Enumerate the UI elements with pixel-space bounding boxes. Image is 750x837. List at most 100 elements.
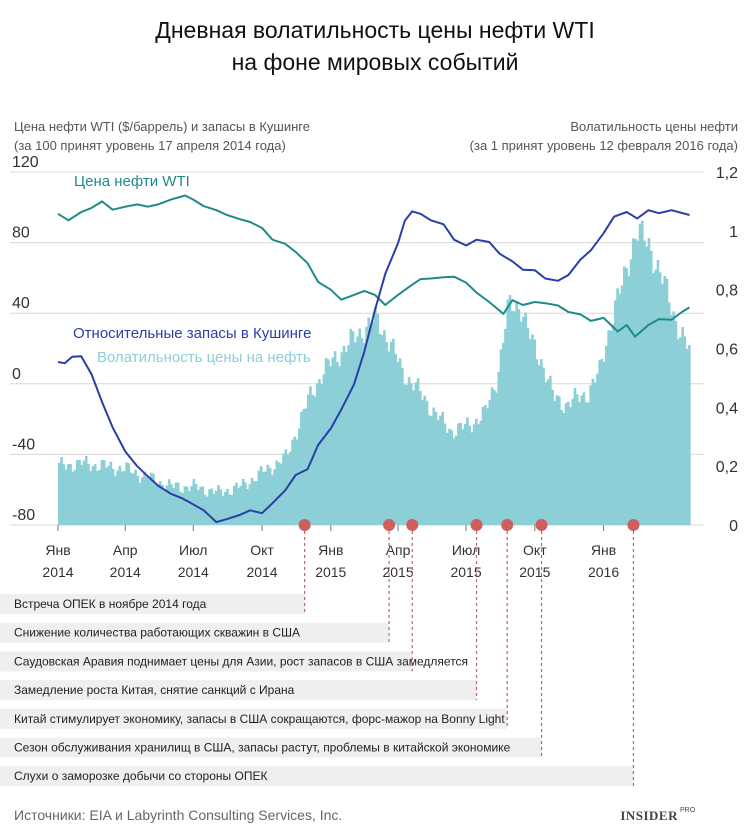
volatility-bar xyxy=(562,412,566,525)
volatility-bar xyxy=(60,457,63,525)
volatility-bar xyxy=(466,417,469,525)
volatility-bar xyxy=(526,327,530,525)
volatility-bar xyxy=(123,471,126,525)
x-tick-month: Июл xyxy=(452,542,480,558)
volatility-bar xyxy=(560,410,563,525)
event-row-background xyxy=(0,680,477,701)
volatility-bar xyxy=(665,278,669,525)
volatility-bar xyxy=(477,424,480,525)
volatility-bar xyxy=(580,395,584,525)
volatility-bar xyxy=(616,288,619,525)
volatility-bar xyxy=(436,420,440,525)
volatility-bar xyxy=(300,411,303,525)
volatility-bar xyxy=(241,478,245,525)
volatility-bar xyxy=(327,359,330,525)
volatility-bar xyxy=(457,423,460,525)
volatility-bar xyxy=(87,464,90,525)
left-tick-label: -80 xyxy=(12,507,35,524)
volatility-bar xyxy=(232,485,236,525)
volatility-bar xyxy=(488,399,492,525)
volatility-bar xyxy=(470,432,474,525)
volatility-bar xyxy=(58,462,61,525)
volatility-bar xyxy=(161,484,164,525)
volatility-bar xyxy=(380,335,384,525)
volatility-bar xyxy=(483,405,487,525)
volatility-bar xyxy=(636,240,640,525)
x-tick-month: Июл xyxy=(179,542,207,558)
left-tick-label: -40 xyxy=(12,436,35,453)
x-tick-year: 2015 xyxy=(450,564,481,580)
x-tick-year: 2016 xyxy=(588,564,619,580)
volatility-bar xyxy=(490,387,494,525)
volatility-bar xyxy=(143,471,146,525)
volatility-bar xyxy=(600,358,604,525)
volatility-bar xyxy=(120,471,124,525)
volatility-bar xyxy=(591,378,595,525)
volatility-bar xyxy=(89,471,93,525)
volatility-bar xyxy=(230,495,234,525)
volatility-bar xyxy=(75,459,79,525)
volatility-bar xyxy=(228,494,232,525)
volatility-bar xyxy=(235,482,238,525)
volatility-bar xyxy=(629,259,633,525)
volatility-bar xyxy=(575,394,579,525)
volatility-bar xyxy=(237,487,241,525)
x-tick-month: Окт xyxy=(250,542,274,558)
volatility-bar xyxy=(333,351,337,525)
volatility-bar xyxy=(116,470,119,525)
volatility-bar xyxy=(524,312,527,525)
volatility-bar xyxy=(688,345,691,525)
volatility-bar xyxy=(672,311,675,525)
volatility-bar xyxy=(277,462,281,525)
volatility-bar xyxy=(598,360,601,525)
volatility-bar xyxy=(540,359,543,525)
event-row-background xyxy=(0,622,390,643)
volatility-bar xyxy=(183,486,187,525)
volatility-bar xyxy=(504,328,507,525)
volatility-bar xyxy=(129,472,133,525)
volatility-bar xyxy=(313,396,317,525)
volatility-bar xyxy=(551,389,554,525)
volatility-bar xyxy=(165,485,169,525)
volatility-bar xyxy=(589,385,593,525)
volatility-bar xyxy=(344,352,348,525)
volatility-bar xyxy=(167,479,171,525)
volatility-bar xyxy=(663,275,667,525)
volatility-bar xyxy=(288,451,292,525)
volatility-bar xyxy=(66,464,70,525)
volatility-bar xyxy=(295,439,299,525)
volatility-bar xyxy=(566,401,570,525)
volatility-bar xyxy=(625,268,628,525)
volatility-bar xyxy=(192,479,196,525)
volatility-bar xyxy=(389,341,393,525)
cushing-stocks-line xyxy=(57,209,690,524)
volatility-bar xyxy=(573,388,577,525)
volatility-bar xyxy=(667,302,671,525)
volatility-bar xyxy=(432,407,436,525)
right-tick-label: 1 xyxy=(729,224,738,241)
volatility-bar xyxy=(403,384,406,525)
volatility-bar xyxy=(109,461,113,525)
volatility-bar xyxy=(587,402,590,525)
volatility-bar xyxy=(353,342,357,525)
volatility-bar xyxy=(412,390,415,525)
x-tick-month: Апр xyxy=(113,542,138,558)
volatility-bar xyxy=(475,418,478,525)
volatility-bar xyxy=(670,315,673,525)
left-tick-label: 0 xyxy=(12,366,21,383)
event-marker xyxy=(535,519,548,531)
volatility-bar xyxy=(194,484,198,525)
volatility-bar xyxy=(163,490,167,525)
volatility-bar xyxy=(62,464,66,525)
volatility-bar xyxy=(546,379,550,525)
volatility-bar xyxy=(609,330,613,525)
volatility-bar xyxy=(80,464,84,525)
volatility-bar xyxy=(676,339,680,525)
right-axis-title: Волатильность цены нефти xyxy=(570,119,738,134)
volatility-bar xyxy=(486,408,489,525)
volatility-bar xyxy=(439,415,442,525)
volatility-bar xyxy=(322,374,326,525)
volatility-bar xyxy=(212,493,216,525)
volatility-bar xyxy=(459,422,462,525)
volatility-bar xyxy=(244,482,247,525)
